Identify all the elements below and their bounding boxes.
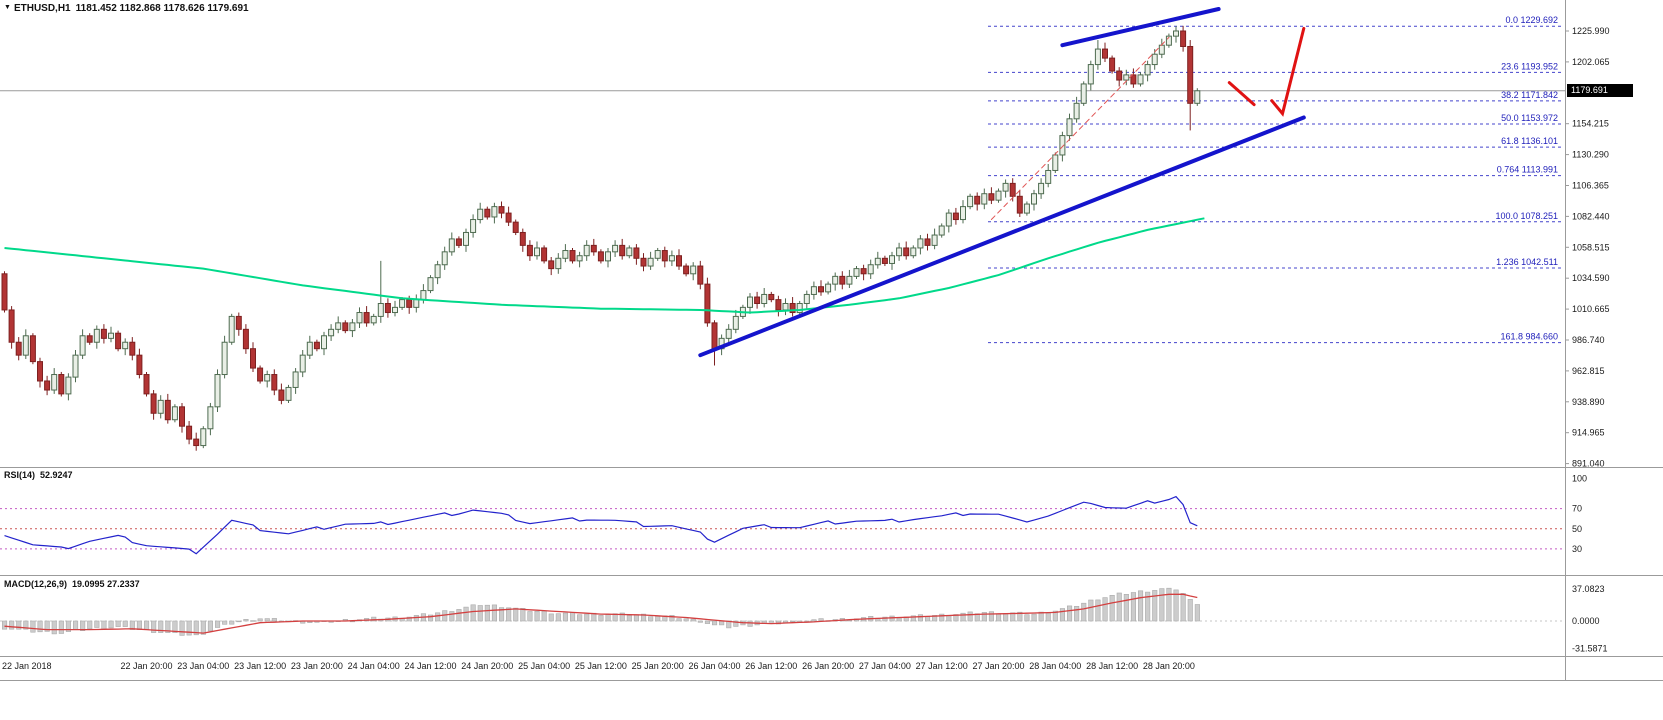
time-axis-label: 27 Jan 20:00 (972, 661, 1024, 671)
quote-ohlc: 1181.452 1182.868 1178.626 1179.691 (75, 3, 249, 14)
price-axis-label: 1058.515 (1572, 242, 1610, 252)
price-axis-label: 1106.365 (1572, 180, 1609, 190)
time-axis-label: 25 Jan 12:00 (575, 661, 627, 671)
rsi-axis-label: 100 (1572, 474, 1587, 484)
time-axis-label: 28 Jan 04:00 (1029, 661, 1081, 671)
time-axis-label: 26 Jan 12:00 (745, 661, 797, 671)
price-axis-label: 914.965 (1572, 428, 1605, 438)
macd-signal-line (4, 593, 1198, 634)
rising-dashed-line[interactable] (990, 36, 1170, 220)
time-axis-label: 28 Jan 20:00 (1143, 661, 1195, 671)
price-axis-label: 1130.290 (1572, 150, 1609, 160)
price-axis-label: 986.740 (1572, 335, 1605, 345)
macd-axis-label: 0.0000 (1572, 616, 1600, 626)
time-axis-label: 27 Jan 12:00 (916, 661, 968, 671)
fib-label: 1.236 1042.511 (1496, 257, 1558, 267)
rsi-axis[interactable]: 100 70 50 30 (1572, 474, 1587, 554)
time-axis-label: 22 Jan 20:00 (120, 661, 172, 671)
current-price-box: 1179.691 (1567, 84, 1633, 97)
time-axis[interactable]: 22 Jan 2018 22 Jan 20:00 23 Jan 04:00 23 Ja… (2, 661, 1195, 671)
rsi-indicator-label: RSI(14) 52.9247 (4, 470, 73, 480)
quote-line: ▼ ETHUSD,H1 1181.452 1182.868 1178.626 117… (4, 3, 249, 14)
fibonacci-retracement[interactable]: 0.0 1229.692 23.6 1193.952 38.2 1171.842 50… (988, 15, 1563, 344)
time-axis-label: 26 Jan 04:00 (688, 661, 740, 671)
moving-average-line[interactable] (4, 217, 1205, 314)
rsi-axis-label: 70 (1572, 504, 1582, 514)
time-axis-label: 23 Jan 04:00 (177, 661, 229, 671)
time-axis-label: 24 Jan 20:00 (461, 661, 513, 671)
time-axis-label: 27 Jan 04:00 (859, 661, 911, 671)
fib-label: 38.2 1171.842 (1501, 90, 1558, 100)
main-price-panel: 0.0 1229.692 23.6 1193.952 38.2 1171.842 50… (0, 7, 1565, 451)
rsi-title: RSI(14) (4, 470, 36, 480)
resistance-trendline[interactable] (1060, 7, 1221, 48)
macd-title: MACD(12,26,9) (4, 579, 68, 589)
time-axis-label: 28 Jan 12:00 (1086, 661, 1138, 671)
pullback-arrow[interactable] (1227, 81, 1256, 107)
time-axis-label: 24 Jan 12:00 (404, 661, 456, 671)
macd-panel (0, 587, 1565, 636)
price-axis-label: 1154.215 (1572, 119, 1609, 129)
time-axis-label: 24 Jan 04:00 (348, 661, 400, 671)
time-axis-label: 26 Jan 20:00 (802, 661, 854, 671)
macd-axis-label: 37.0823 (1572, 584, 1605, 594)
fib-label: 100.0 1078.251 (1495, 211, 1558, 221)
time-axis-label: 25 Jan 20:00 (632, 661, 684, 671)
candles (1, 25, 1201, 451)
price-axis-label: 1034.590 (1572, 273, 1610, 283)
fib-label: 0.764 1113.991 (1497, 165, 1558, 175)
fib-label: 50.0 1153.972 (1501, 113, 1558, 123)
rsi-panel (0, 495, 1565, 555)
price-axis-label: 1082.440 (1572, 211, 1610, 221)
rsi-axis-label: 30 (1572, 544, 1582, 554)
time-axis-label: 23 Jan 20:00 (291, 661, 343, 671)
price-axis-label: 938.890 (1572, 397, 1605, 407)
macd-value: 19.0995 27.2337 (72, 579, 140, 589)
fib-label: 61.8 1136.101 (1501, 136, 1558, 146)
price-axis-label: 1225.990 (1572, 26, 1610, 36)
projection-arrow[interactable] (1270, 26, 1306, 117)
price-axis-label: 1010.665 (1572, 304, 1610, 314)
macd-axis-label: -31.5871 (1572, 643, 1608, 653)
fib-label: 161.8 984.660 (1500, 332, 1558, 342)
time-axis-label: 23 Jan 12:00 (234, 661, 286, 671)
time-axis-label: 25 Jan 04:00 (518, 661, 570, 671)
macd-indicator-label: MACD(12,26,9) 19.0995 27.2337 (4, 579, 140, 589)
rsi-value: 52.9247 (40, 470, 73, 480)
rsi-axis-label: 50 (1572, 524, 1582, 534)
price-axis[interactable]: 1225.990 1202.065 1154.215 1130.290 1106.365… (1565, 26, 1610, 469)
fib-label: 23.6 1193.952 (1501, 61, 1558, 71)
macd-axis[interactable]: 37.0823 0.0000 -31.5871 (1572, 584, 1608, 653)
price-axis-label: 962.815 (1572, 366, 1605, 376)
symbol-title: ETHUSD,H1 (13, 3, 71, 14)
support-trendline[interactable] (698, 115, 1306, 358)
rsi-line (4, 495, 1198, 555)
symbol-marker-icon: ▼ (4, 4, 11, 11)
fib-label: 0.0 1229.692 (1505, 15, 1558, 25)
price-axis-label: 1202.065 (1572, 57, 1610, 67)
time-axis-label: 22 Jan 2018 (2, 661, 52, 671)
price-axis-label: 891.040 (1572, 459, 1605, 469)
